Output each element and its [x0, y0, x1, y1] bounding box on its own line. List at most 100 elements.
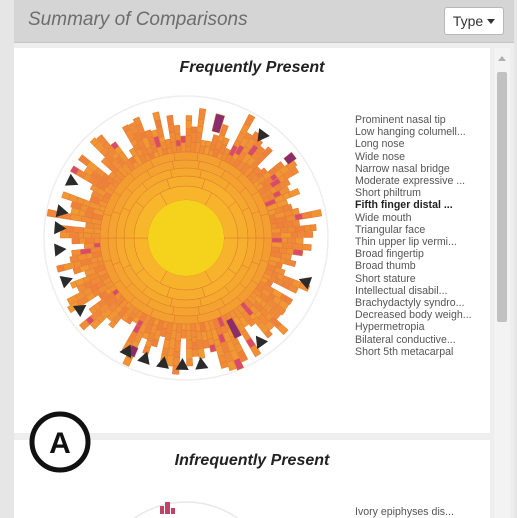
sunburst-leaf	[72, 266, 82, 275]
sunburst-leaf	[83, 227, 95, 234]
scrollbar-thumb[interactable]	[497, 72, 507, 322]
sunburst-leaf	[85, 222, 95, 229]
sunburst-leaf	[125, 316, 134, 325]
sunburst-leaf	[89, 196, 101, 205]
sunburst-leaf	[91, 233, 101, 239]
sunburst-leaf	[243, 131, 253, 141]
sunburst-outer-guide	[43, 95, 329, 381]
sunburst-leaf	[174, 133, 181, 141]
legend-item[interactable]: Narrow nasal bridge	[355, 162, 450, 175]
sunburst-leaf	[84, 267, 97, 277]
sunburst-marker	[175, 357, 189, 370]
legend-item[interactable]: Wide nose	[355, 150, 406, 163]
sunburst-leaf	[77, 154, 91, 167]
sunburst-leaf	[197, 347, 206, 359]
sunburst-leaf	[83, 242, 95, 249]
sunburst-leaf	[186, 323, 192, 331]
sunburst-leaf	[294, 237, 304, 244]
legend-item[interactable]: Fifth finger distal ...	[355, 199, 453, 212]
sunburst-leaf	[273, 161, 285, 172]
sunburst-leaf	[282, 242, 293, 249]
sunburst-leaf	[122, 356, 133, 367]
sunburst-marker	[72, 304, 87, 317]
type-dropdown[interactable]: Type	[444, 7, 504, 35]
sunburst-leaf	[151, 338, 159, 348]
sunburst-leaf	[271, 227, 281, 234]
sunburst-leaf	[191, 336, 198, 343]
legend-item[interactable]: Broad fingertip	[355, 248, 424, 261]
sunburst-leaf	[277, 299, 290, 310]
sunburst-leaf	[274, 304, 287, 316]
legend-item[interactable]: Thin upper lip vermi...	[355, 236, 457, 249]
legend-item[interactable]: Hypermetropia	[355, 321, 425, 334]
sunburst-leaf	[69, 255, 79, 263]
sunburst-leaf	[180, 142, 186, 153]
sunburst-leaf	[278, 186, 290, 196]
sunburst-leaf	[301, 211, 312, 220]
legend-item[interactable]: Short philtrum	[355, 187, 421, 200]
legend-item[interactable]: Decreased body weigh...	[355, 309, 472, 322]
sunburst-leaf	[162, 339, 171, 350]
sunburst-leaf	[69, 232, 79, 239]
sunburst-leaf	[196, 339, 204, 350]
sunburst-leaf	[73, 226, 85, 233]
sunburst-leaf	[294, 225, 306, 233]
scrollbar[interactable]	[494, 48, 510, 518]
sunburst-marker	[64, 173, 79, 186]
sunburst-leaf	[167, 347, 175, 357]
sunburst-leaf	[291, 231, 298, 238]
chevron-down-icon	[487, 18, 496, 24]
sunburst-leaf	[69, 280, 78, 289]
legend-item[interactable]: Intellectual disabil...	[355, 284, 448, 297]
legend-item[interactable]: Triangular face	[355, 223, 426, 236]
sunburst-leaf	[164, 138, 172, 149]
sunburst-leaf	[283, 296, 294, 306]
sunburst-leaf	[71, 249, 82, 257]
sunburst-leaf	[221, 137, 230, 146]
sunburst-leaf	[190, 323, 197, 332]
sunburst-center	[148, 200, 224, 276]
sunburst-leaf	[270, 223, 278, 229]
sunburst-leaf	[237, 349, 249, 363]
sunburst-leaf	[197, 118, 205, 128]
legend-item[interactable]: Bilateral conductive...	[355, 333, 456, 346]
sunburst-leaf	[285, 159, 298, 171]
sunburst-leaf	[85, 238, 95, 244]
sunburst-leaf	[256, 167, 268, 179]
sunburst-marker	[54, 221, 67, 235]
legend-item[interactable]: Prominent nasal tip	[355, 114, 446, 126]
sunburst-leaf	[132, 315, 140, 324]
sunburst-leaf	[70, 201, 82, 210]
annotation-marker-a: A	[29, 411, 91, 473]
legend-item[interactable]: Wide mouth	[355, 211, 412, 224]
sunburst-leaf	[173, 124, 181, 135]
sunburst-leaf	[186, 329, 192, 341]
sunburst-segment	[170, 298, 202, 309]
sunburst-leaf	[90, 318, 102, 330]
sunburst-leaf	[121, 124, 131, 133]
sunburst-leaf	[301, 243, 312, 251]
sunburst-leaf	[152, 111, 161, 122]
sunburst-leaf	[161, 347, 169, 356]
sunburst-leaf	[287, 226, 296, 233]
legend-item[interactable]: Brachydactyly syndro...	[355, 297, 465, 310]
sunburst-leaf	[263, 329, 273, 339]
legend-item[interactable]: Low hanging columell...	[355, 126, 466, 139]
sunburst-leaf	[287, 284, 299, 294]
frequent-legend: Prominent nasal tip Low hanging columell.…	[355, 114, 472, 358]
scroll-up-arrow-icon[interactable]	[498, 56, 506, 61]
legend-item[interactable]: Moderate expressive ...	[355, 175, 466, 188]
sunburst-leaf	[238, 315, 250, 328]
legend-item[interactable]: Broad thumb	[355, 260, 416, 273]
legend-item[interactable]: Short 5th metacarpal	[355, 345, 454, 358]
legend-item[interactable]: Long nose	[355, 138, 405, 151]
infrequent-legend-item[interactable]: Ivory epiphyses dis...	[355, 506, 454, 518]
comparison-list[interactable]: Frequently Present Prominent nasal tip Lo…	[14, 43, 514, 518]
sunburst-leaf	[176, 145, 182, 153]
legend-item[interactable]: Short stature	[355, 272, 416, 285]
sunburst-leaf	[69, 165, 80, 175]
frequent-sunburst-chart[interactable]	[36, 88, 336, 388]
sunburst-leaf	[247, 318, 256, 328]
sunburst-leaf	[233, 357, 245, 371]
infrequent-sunburst-preview[interactable]	[14, 440, 490, 518]
